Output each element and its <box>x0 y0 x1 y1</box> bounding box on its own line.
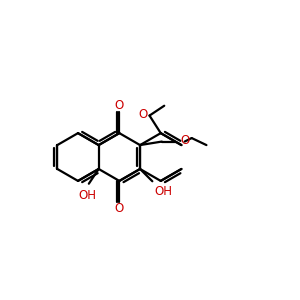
Text: O: O <box>180 134 189 147</box>
Text: O: O <box>139 108 148 121</box>
Text: O: O <box>115 202 124 215</box>
Text: OH: OH <box>78 189 96 202</box>
Text: OH: OH <box>154 185 172 198</box>
Text: O: O <box>115 99 124 112</box>
